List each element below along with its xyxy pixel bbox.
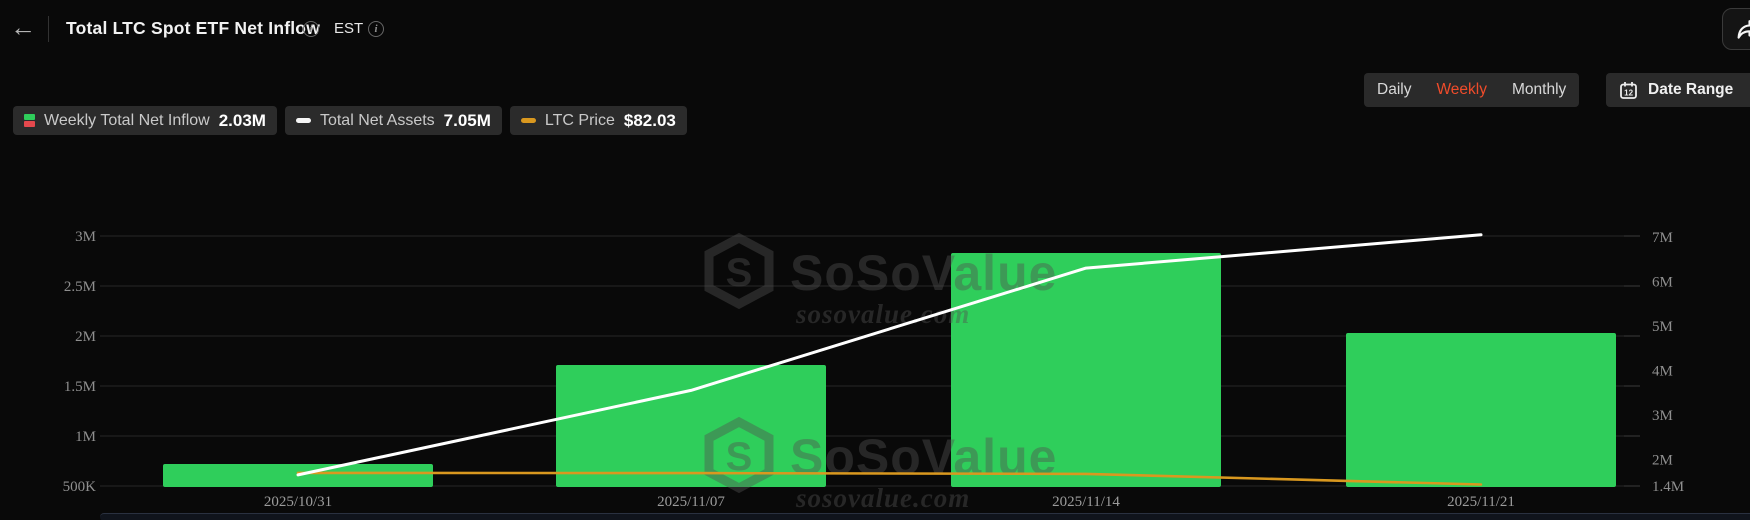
back-button[interactable]: ← (10, 12, 36, 42)
net-inflow-bar[interactable] (951, 253, 1221, 487)
orange-dash-icon (520, 118, 536, 123)
green-red-candle-icon (24, 114, 35, 127)
share-button[interactable] (1722, 8, 1750, 50)
calendar-icon: 12 (1619, 81, 1638, 100)
svg-text:S: S (726, 435, 753, 479)
title-info-icon[interactable]: i (303, 21, 319, 37)
timezone-info-icon[interactable]: i (368, 21, 384, 37)
x-axis-date-label: 2025/10/31 (264, 494, 332, 510)
svg-text:12: 12 (1624, 88, 1633, 97)
right-axis-tick: 7M (1652, 230, 1673, 246)
total-net-assets-line (296, 233, 1483, 477)
date-range-button[interactable]: 12 Date Range (1606, 73, 1750, 107)
right-axis-tick: 2M (1652, 452, 1673, 468)
svg-text:SoSoValue: SoSoValue (790, 429, 1057, 485)
svg-text:sosovalue.com: sosovalue.com (795, 299, 970, 329)
right-axis: 7M 6M 5M 4M 3M 2M 1.4M (1652, 230, 1684, 495)
legend-value: 7.05M (443, 110, 491, 130)
svg-text:S: S (726, 251, 753, 295)
page-title: Total LTC Spot ETF Net Inflow (66, 18, 321, 38)
legend-value: 2.03M (218, 110, 266, 130)
header-divider (48, 16, 49, 42)
right-axis-tick: 3M (1652, 408, 1673, 424)
right-axis-tick: 4M (1652, 363, 1673, 379)
left-axis-tick: 500K (63, 479, 97, 495)
x-axis-date-label: 2025/11/21 (1447, 494, 1515, 510)
left-axis-tick: 2M (75, 329, 96, 345)
legend-value: $82.03 (623, 110, 676, 130)
chart-horizontal-scrollbar[interactable] (100, 513, 1750, 520)
white-dash-icon (295, 118, 311, 123)
svg-text:SoSoValue: SoSoValue (790, 245, 1057, 301)
tab-weekly[interactable]: Weekly (1436, 81, 1487, 98)
ltc-price-line (296, 471, 1483, 486)
timezone-label: EST (334, 20, 364, 37)
net-inflow-bar-series: 2025/10/31 2025/11/07 2025/11/14 2025/11/21 (163, 253, 1616, 510)
share-icon (1736, 19, 1750, 40)
legend-label: LTC Price (544, 111, 615, 129)
chart-legend: Weekly Total Net Inflow 2.03M Total Net … (13, 106, 687, 135)
right-axis-tick: 1.4M (1652, 479, 1684, 495)
date-range-label: Date Range (1648, 81, 1734, 98)
x-axis-date-label: 2025/11/14 (1052, 494, 1120, 510)
legend-label: Weekly Total Net Inflow (44, 111, 210, 129)
period-tab-group: Daily Weekly Monthly (1364, 73, 1580, 107)
left-axis-tick: 2.5M (64, 279, 96, 295)
legend-label: Total Net Assets (319, 111, 435, 129)
left-axis-tick: 1M (75, 429, 96, 445)
net-inflow-bar[interactable] (1346, 333, 1616, 487)
x-axis-date-label: 2025/11/07 (657, 494, 725, 510)
svg-text:sosovalue.com: sosovalue.com (795, 483, 970, 513)
left-axis-tick: 3M (75, 229, 96, 245)
left-axis-tick: 1.5M (64, 379, 96, 395)
tab-monthly[interactable]: Monthly (1512, 81, 1567, 98)
net-inflow-bar[interactable] (556, 365, 826, 487)
right-axis-tick: 6M (1652, 274, 1673, 290)
right-axis-tick: 5M (1652, 319, 1673, 335)
tab-daily[interactable]: Daily (1377, 81, 1412, 98)
legend-item-net-inflow[interactable]: Weekly Total Net Inflow 2.03M (13, 106, 277, 135)
legend-item-ltc-price[interactable]: LTC Price $82.03 (509, 106, 687, 135)
legend-item-net-assets[interactable]: Total Net Assets 7.05M (284, 106, 502, 135)
